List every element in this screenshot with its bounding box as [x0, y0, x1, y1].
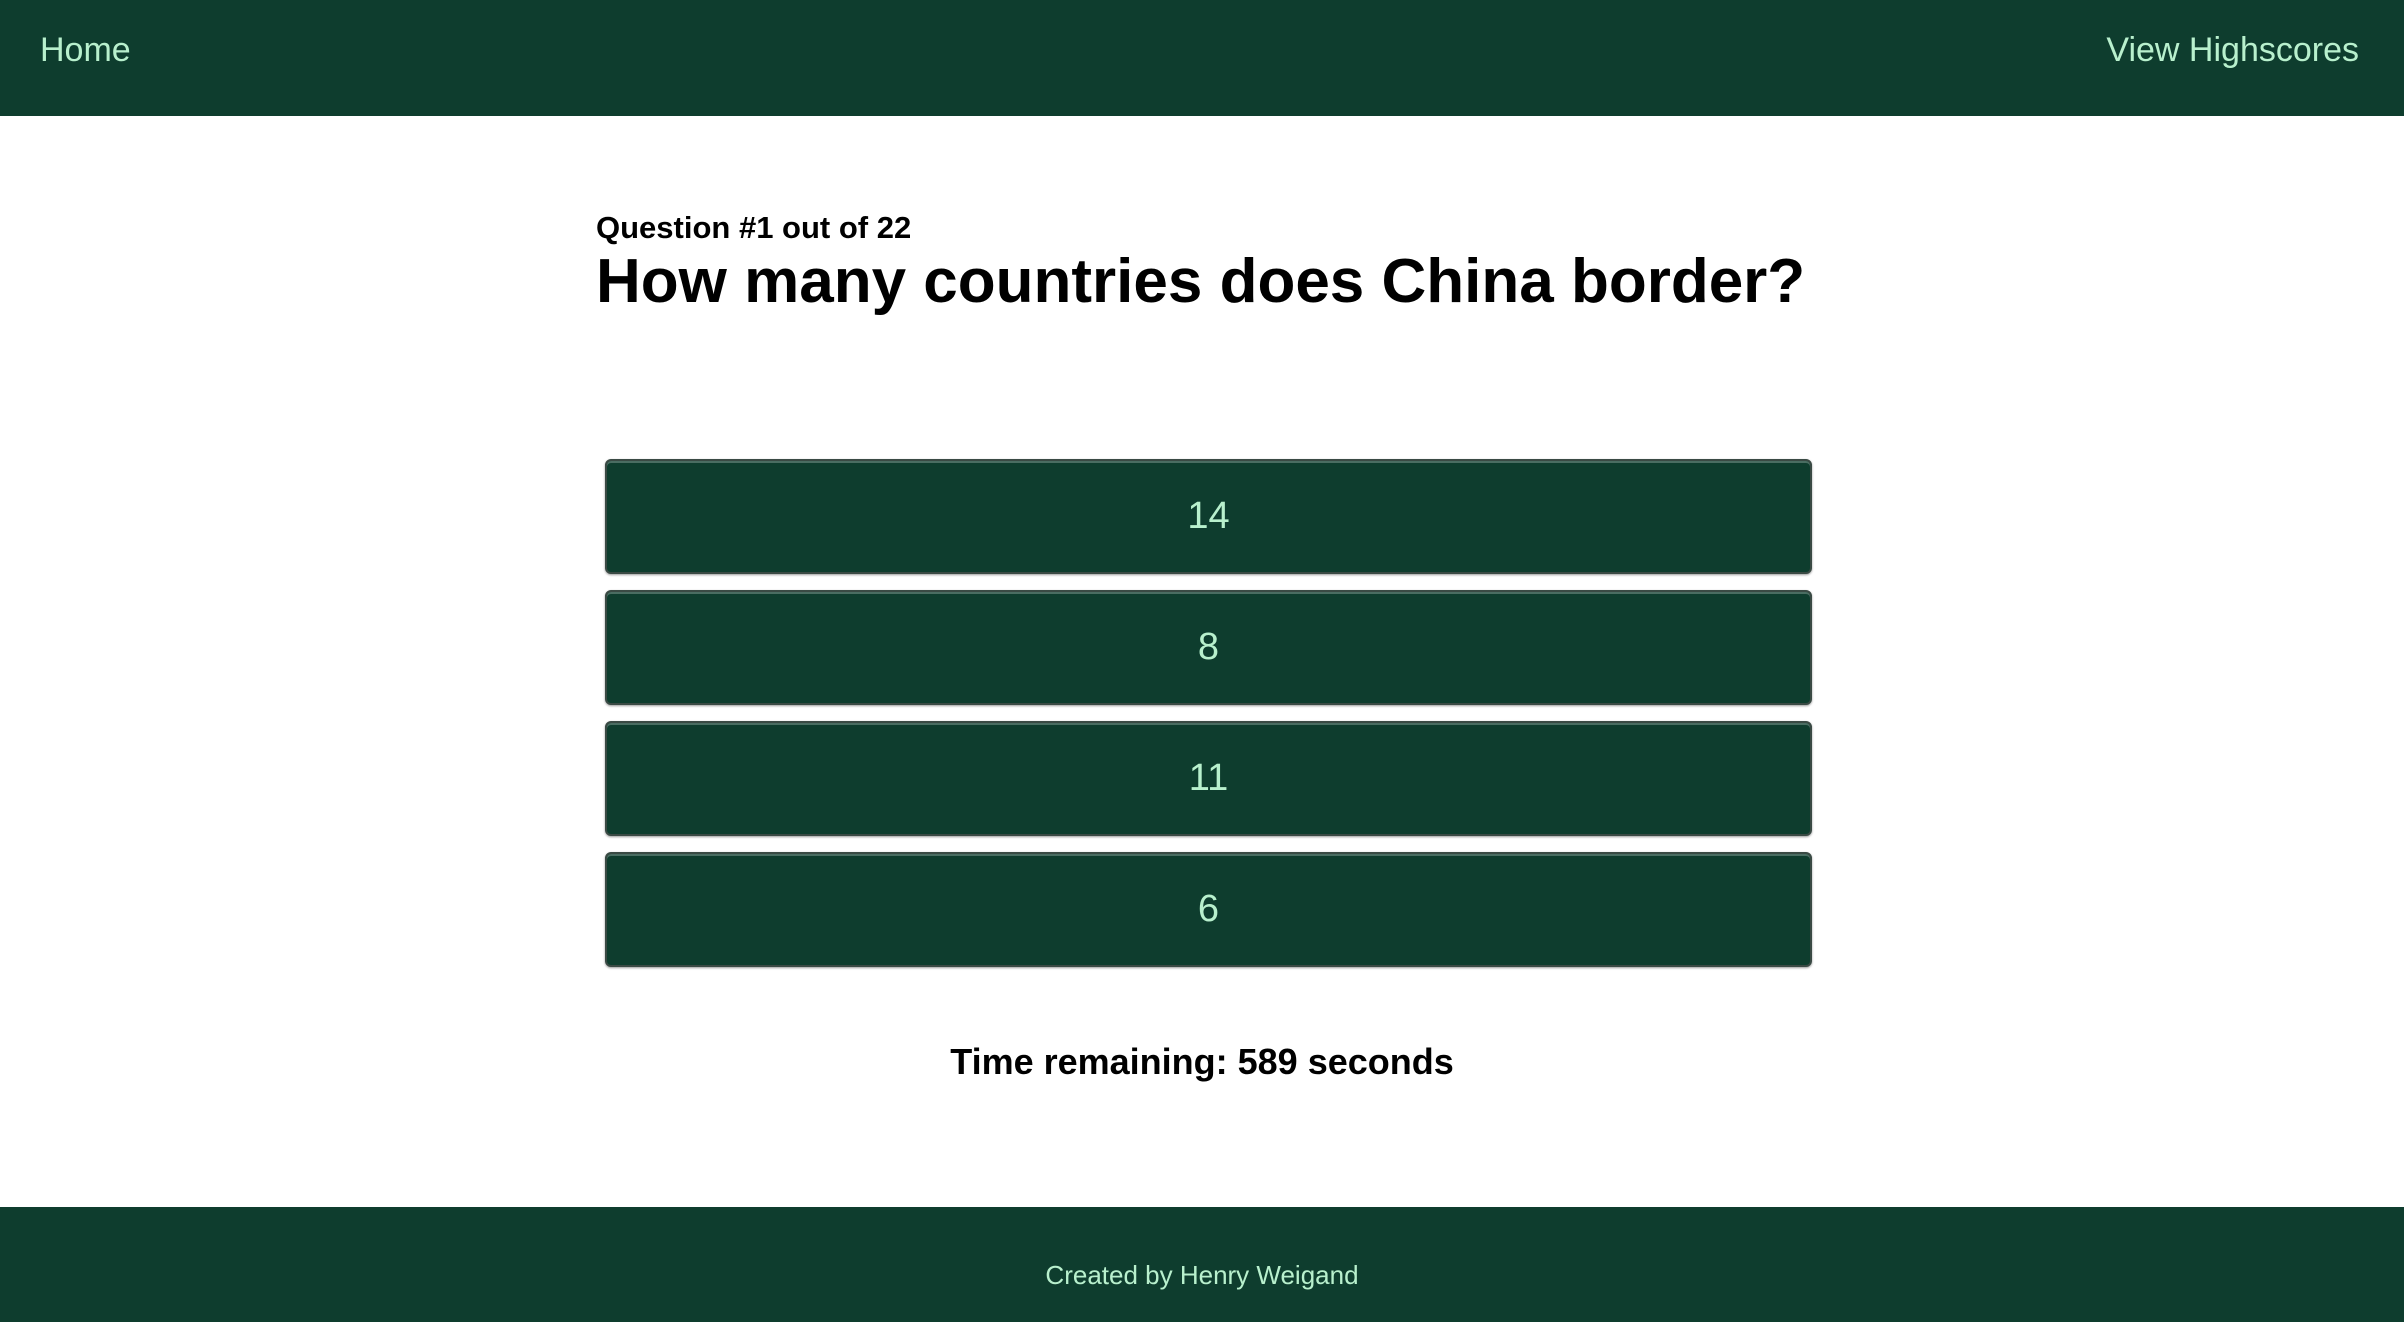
- answer-button-1[interactable]: 14: [605, 459, 1812, 574]
- footer: Created by Henry Weigand: [0, 1207, 2404, 1322]
- time-remaining: Time remaining: 589 seconds: [950, 1041, 1454, 1082]
- top-nav-bar: Home View Highscores: [0, 0, 2404, 116]
- answer-list: 14 8 11 6: [605, 459, 1812, 983]
- question-block: Question #1 out of 22 How many countries…: [596, 208, 1805, 318]
- question-counter: Question #1 out of 22: [596, 210, 912, 245]
- answer-button-4[interactable]: 6: [605, 852, 1812, 967]
- answer-button-2[interactable]: 8: [605, 590, 1812, 705]
- question-title: How many countries does China border?: [596, 247, 1806, 316]
- view-highscores-link[interactable]: View Highscores: [2106, 31, 2359, 69]
- answer-button-3[interactable]: 11: [605, 721, 1812, 836]
- footer-credit: Created by Henry Weigand: [1045, 1260, 1359, 1290]
- home-link[interactable]: Home: [40, 31, 131, 69]
